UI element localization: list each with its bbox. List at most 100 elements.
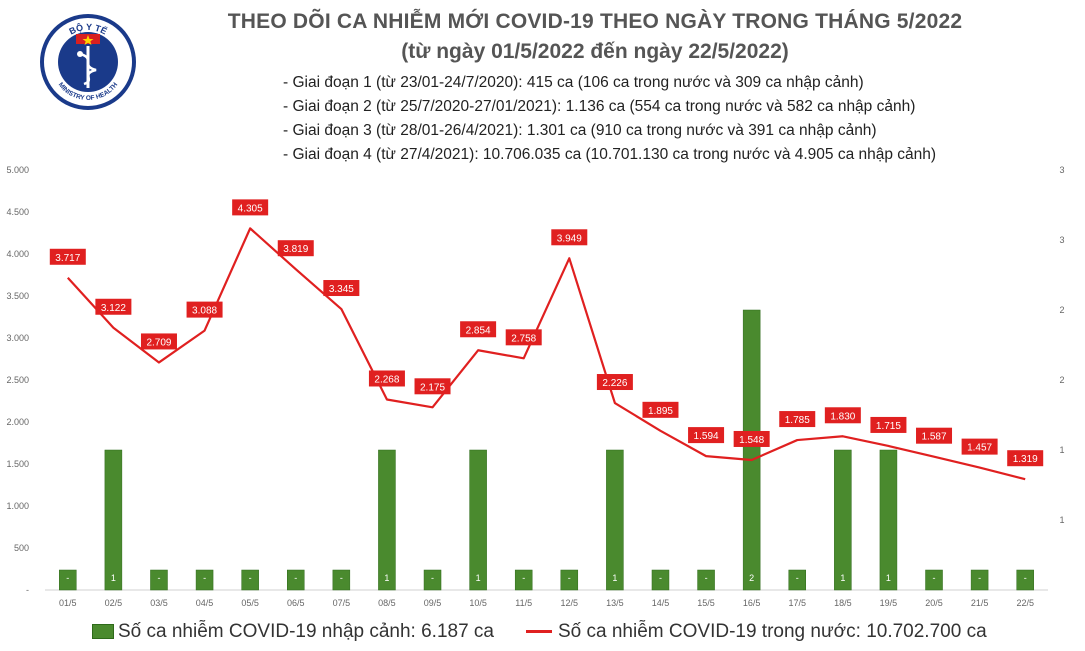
bar-data-label: 1 — [840, 573, 845, 583]
y-left-tick-label: 3.000 — [6, 333, 29, 343]
y-left-tick-label: 5.000 — [6, 165, 29, 175]
bar-data-label: 1 — [384, 573, 389, 583]
line-data-label: 3.088 — [192, 306, 217, 317]
bar-data-label: - — [978, 573, 981, 583]
legend-line-label: Số ca nhiễm COVID-19 trong nước: 10.702.… — [558, 621, 987, 642]
bar — [378, 449, 396, 591]
bar — [241, 569, 259, 591]
bar-data-label: - — [340, 573, 343, 583]
bar — [560, 569, 579, 591]
legend-line-swatch — [526, 630, 552, 634]
y-right-tick-label: 2 — [1059, 305, 1064, 315]
line-data-label: 1.785 — [785, 415, 810, 426]
caduceus-icon — [77, 46, 97, 88]
bar — [59, 569, 77, 591]
line-data-label: 1.457 — [967, 443, 992, 454]
line-data-label: 1.715 — [876, 421, 901, 432]
line-data-label: 1.895 — [648, 406, 673, 417]
bar-data-label: 1 — [476, 573, 481, 583]
x-tick-label: 18/5 — [834, 598, 852, 608]
ministry-of-health-logo: BỘ Y TẾ MINISTRY OF HEALTH — [40, 14, 136, 110]
bar-data-label: - — [66, 573, 69, 583]
bar — [742, 309, 761, 591]
bar — [423, 569, 442, 591]
y-left-tick-label: 1.500 — [6, 459, 29, 469]
bar-data-label: - — [933, 573, 936, 583]
bar — [1016, 569, 1034, 591]
bar-data-label: - — [522, 573, 525, 583]
x-tick-label: 14/5 — [652, 598, 670, 608]
line-data-label: 3.949 — [557, 233, 582, 244]
line-data-label: 1.594 — [694, 431, 719, 442]
legend-line: Số ca nhiễm COVID-19 trong nước: 10.702.… — [526, 621, 987, 643]
bar — [697, 569, 715, 591]
star-icon — [82, 35, 94, 45]
line-data-label: 4.305 — [238, 203, 263, 214]
line-data-label: 1.319 — [1013, 454, 1038, 465]
bar — [332, 569, 351, 591]
x-tick-label: 21/5 — [971, 598, 989, 608]
line-data-label: 2.854 — [466, 325, 491, 336]
line-data-label: 2.709 — [146, 337, 171, 348]
bar-data-label: - — [294, 573, 297, 583]
line-data-label-box — [688, 427, 725, 444]
x-tick-label: 04/5 — [196, 598, 214, 608]
y-left-tick-label: 4.000 — [6, 249, 29, 259]
bar — [925, 569, 943, 591]
legend-bar: Số ca nhiễm COVID-19 nhập cảnh: 6.187 ca — [92, 621, 494, 643]
y-left-tick-label: 2.500 — [6, 375, 29, 385]
line-data-label: 2.175 — [420, 382, 445, 393]
line-data-label-box — [916, 427, 953, 444]
line-data-label-box — [642, 401, 679, 418]
x-tick-label: 08/5 — [378, 598, 396, 608]
x-tick-label: 19/5 — [880, 598, 898, 608]
line-data-label: 3.122 — [101, 303, 126, 314]
legend-bar-label: Số ca nhiễm COVID-19 nhập cảnh: 6.187 ca — [118, 621, 495, 642]
line-series — [66, 227, 1026, 481]
x-tick-label: 16/5 — [743, 598, 761, 608]
x-tick-label: 01/5 — [59, 598, 77, 608]
bar-data-label: - — [796, 573, 799, 583]
y-right-tick-label: 1 — [1059, 445, 1064, 455]
bar — [514, 569, 533, 591]
y-right-tick-label: 2 — [1059, 375, 1064, 385]
bar-data-label: 1 — [886, 573, 891, 583]
line-data-label: 2.268 — [374, 374, 399, 385]
line-data-label: 1.548 — [739, 435, 764, 446]
line-data-label-box — [733, 430, 770, 447]
x-tick-label: 13/5 — [606, 598, 624, 608]
bar-data-label: - — [157, 573, 160, 583]
x-tick-label: 02/5 — [105, 598, 123, 608]
bar-data-label: - — [568, 573, 571, 583]
phase-note-2: - Giai đoạn 2 (từ 25/7/2020-27/01/2021):… — [283, 98, 916, 115]
y-right-tick-label: 3 — [1059, 235, 1064, 245]
y-left-tick-label: - — [26, 585, 29, 595]
bar — [287, 569, 305, 591]
line-data-label-box — [323, 280, 360, 297]
bar-data-label: - — [203, 573, 206, 583]
x-tick-label: 15/5 — [697, 598, 715, 608]
x-tick-label: 07/5 — [333, 598, 351, 608]
x-tick-label: 12/5 — [561, 598, 579, 608]
line-data-label-box — [49, 248, 86, 265]
x-tick-label: 20/5 — [925, 598, 943, 608]
logo-top-text: BỘ Y TẾ — [67, 21, 108, 36]
line-data-label-box — [460, 321, 497, 338]
line-data-label-box — [140, 333, 177, 350]
line-data-label: 3.345 — [329, 284, 354, 295]
bar — [879, 449, 898, 591]
line-data-label: 1.830 — [830, 411, 855, 422]
line-data-label-box — [596, 374, 633, 391]
chart-subtitle: (từ ngày 01/5/2022 đến ngày 22/5/2022) — [401, 40, 789, 63]
bar — [651, 569, 670, 591]
line-data-label-box — [232, 199, 269, 216]
bar-data-label: - — [431, 573, 434, 583]
bar-data-label: 1 — [111, 573, 116, 583]
line-data-label-box — [505, 329, 542, 346]
line-data-label-box — [779, 411, 816, 428]
chart-title: THEO DÕI CA NHIỄM MỚI COVID-19 THEO NGÀY… — [227, 10, 963, 33]
x-tick-label: 09/5 — [424, 598, 442, 608]
y-right-tick-label: 3 — [1059, 165, 1064, 175]
line-data-label-box — [277, 240, 314, 257]
